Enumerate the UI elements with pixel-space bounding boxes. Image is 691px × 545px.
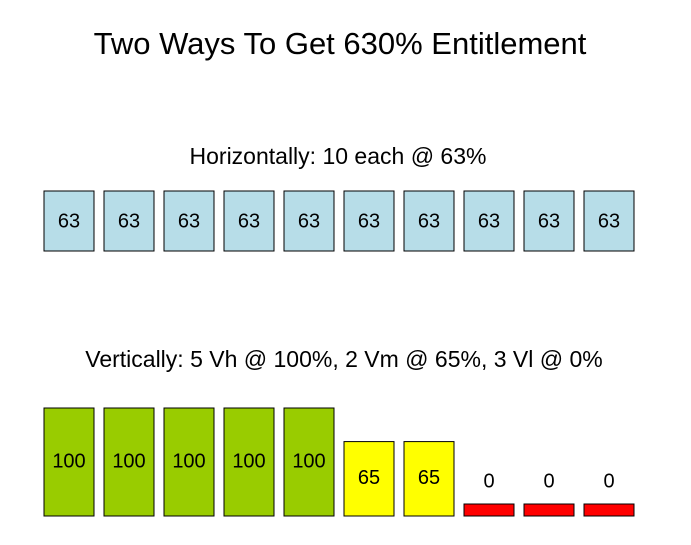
box <box>403 190 455 252</box>
bar <box>523 503 575 517</box>
bar-label: 0 <box>603 470 614 492</box>
box-label: 63 <box>58 210 80 232</box>
bar <box>43 407 95 517</box>
bar-label: 0 <box>543 470 554 492</box>
bar <box>403 441 455 517</box>
box <box>283 190 335 252</box>
box-label: 63 <box>358 210 380 232</box>
bar-label: 65 <box>418 467 440 489</box>
bar-label: 65 <box>358 467 380 489</box>
box-label: 63 <box>118 210 140 232</box>
box <box>163 190 215 252</box>
box <box>43 190 95 252</box>
bar <box>463 503 515 517</box>
bar-label: 100 <box>112 450 145 472</box>
bar <box>103 407 155 517</box>
box-label: 63 <box>238 210 260 232</box>
vertical-heading: Vertically: 5 Vh @ 100%, 2 Vm @ 65%, 3 V… <box>85 346 603 372</box>
box-label: 63 <box>298 210 320 232</box>
box-label: 63 <box>418 210 440 232</box>
bar-label: 100 <box>292 450 325 472</box>
title: Two Ways To Get 630% Entitlement <box>94 26 587 61</box>
box <box>463 190 515 252</box>
bar <box>223 407 275 517</box>
box <box>343 190 395 252</box>
bar <box>343 441 395 517</box>
box <box>103 190 155 252</box>
horizontal-heading: Horizontally: 10 each @ 63% <box>190 143 487 169</box>
bar-label: 100 <box>172 450 205 472</box>
box <box>583 190 635 252</box>
bar-label: 100 <box>232 450 265 472</box>
bar <box>283 407 335 517</box>
box-label: 63 <box>598 210 620 232</box>
bar <box>583 503 635 517</box>
bar <box>163 407 215 517</box>
bar-label: 100 <box>52 450 85 472</box>
box-label: 63 <box>178 210 200 232</box>
box-label: 63 <box>538 210 560 232</box>
box-label: 63 <box>478 210 500 232</box>
box <box>223 190 275 252</box>
bar-label: 0 <box>483 470 494 492</box>
box <box>523 190 575 252</box>
